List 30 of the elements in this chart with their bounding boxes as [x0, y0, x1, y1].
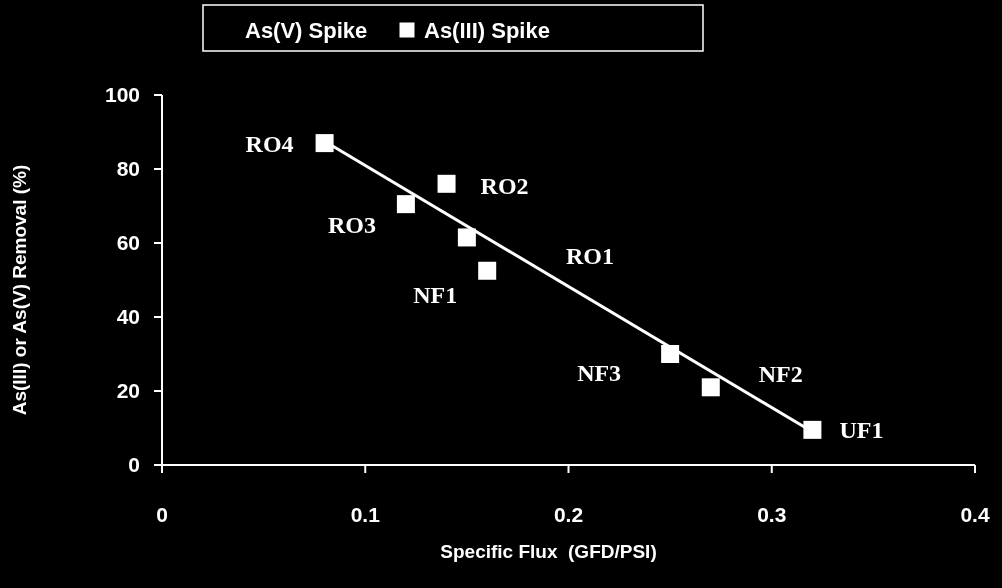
- point: [701, 378, 720, 397]
- x-tick-label: 0.1: [350, 503, 381, 526]
- annotation: RO2: [480, 173, 529, 200]
- y-tick-label: 40: [116, 305, 140, 329]
- x-tick-label: 0.2: [553, 503, 584, 526]
- text: As(V) Spike: [245, 17, 368, 43]
- point: [478, 261, 497, 280]
- y-tick-label: 100: [104, 83, 140, 107]
- annotation: UF1: [839, 417, 884, 444]
- annotation: NF2: [758, 360, 803, 387]
- annotation: RO1: [566, 243, 614, 270]
- point: [396, 195, 415, 214]
- annotation: NF1: [413, 282, 458, 309]
- y-tick-label: 60: [116, 231, 140, 255]
- y-tick-label: 0: [128, 453, 140, 477]
- annotation: RO3: [327, 211, 376, 238]
- y-axis-title: As(III) or As(V) Removal (%): [9, 164, 30, 416]
- y-tick-label: 20: [116, 379, 140, 403]
- annotation: NF3: [577, 360, 622, 387]
- point: [315, 134, 334, 153]
- point: [803, 420, 822, 439]
- y-tick-label: 80: [116, 157, 140, 181]
- point: [437, 174, 456, 193]
- point: [457, 228, 476, 247]
- legend-label: As(III) Spike: [424, 17, 550, 43]
- x-tick-label: 0.4: [960, 503, 990, 526]
- x-axis-title: Specific Flux (GFD/PSI): [440, 541, 657, 562]
- x-tick-label: 0.3: [757, 503, 787, 526]
- x-tick-label: 0: [156, 503, 168, 526]
- annotation: RO4: [245, 130, 294, 157]
